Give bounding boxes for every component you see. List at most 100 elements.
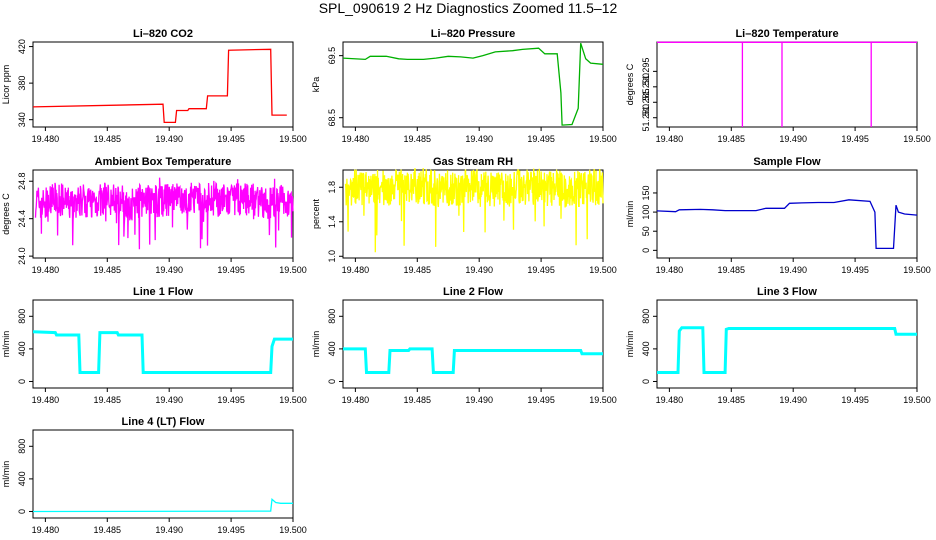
y-tick-label: 0 <box>641 248 651 253</box>
series-line <box>34 177 294 250</box>
plot-frame <box>32 429 294 519</box>
y-axis-label: ml/min <box>625 331 635 358</box>
series-line <box>657 326 917 374</box>
plot-frame <box>342 299 604 389</box>
panel-title: Gas Stream RH <box>433 156 513 168</box>
x-tick-label: 19.495 <box>527 134 555 144</box>
x-tick-label: 19.495 <box>217 395 245 405</box>
panel-title: Line 4 (LT) Flow <box>122 416 205 428</box>
x-tick-label: 19.495 <box>217 265 245 275</box>
x-tick-label: 19.500 <box>589 265 617 275</box>
y-tick-label: 340 <box>17 112 27 127</box>
x-tick-label: 19.480 <box>32 395 60 405</box>
y-tick-label: 400 <box>17 471 27 486</box>
panel-title: Li–820 CO2 <box>133 28 193 40</box>
y-tick-label: 24.8 <box>17 172 27 190</box>
y-tick-label: 400 <box>641 341 651 356</box>
panel-3: Li–820 Temperature degrees C 19.480 19.485 1… <box>625 28 931 144</box>
x-tick-label: 19.480 <box>342 134 370 144</box>
x-tick-label: 19.495 <box>527 395 555 405</box>
y-axis-label: kPa <box>311 77 321 93</box>
series-line <box>657 41 917 127</box>
y-tick-label: 380 <box>17 76 27 91</box>
y-tick-label: 100 <box>641 205 651 220</box>
x-tick-label: 19.485 <box>404 134 432 144</box>
x-tick-label: 19.490 <box>155 525 183 535</box>
y-axis-label: ml/min <box>311 331 321 358</box>
x-tick-label: 19.490 <box>779 395 807 405</box>
x-tick-label: 19.495 <box>841 134 869 144</box>
y-tick-label: 50 <box>641 226 651 236</box>
x-tick-label: 19.485 <box>94 395 122 405</box>
x-tick-label: 19.500 <box>279 525 307 535</box>
series-line <box>342 43 604 126</box>
y-tick-label: 0 <box>327 379 337 384</box>
x-tick-label: 19.495 <box>217 134 245 144</box>
panel-10: Line 4 (LT) Flow ml/min 19.480 19.485 19.490… <box>1 416 307 535</box>
panel-title: Line 3 Flow <box>757 286 817 298</box>
y-tick-label: 1.0 <box>327 250 337 263</box>
x-tick-label: 19.495 <box>217 525 245 535</box>
y-tick-label: 24.0 <box>17 247 27 265</box>
x-tick-label: 19.480 <box>656 395 684 405</box>
y-tick-label: 800 <box>327 309 337 324</box>
y-tick-label: 1.8 <box>327 181 337 194</box>
x-tick-label: 19.485 <box>404 395 432 405</box>
y-tick-label: 69.5 <box>327 47 337 65</box>
y-axis-label: Licor ppm <box>1 65 11 105</box>
x-tick-label: 19.480 <box>32 265 60 275</box>
panel-5: Gas Stream RH percent 19.480 19.485 19.490 19… <box>311 156 617 275</box>
y-tick-label: 51.285 <box>641 89 651 117</box>
panel-4: Ambient Box Temperature degrees C 19.480 19… <box>1 156 307 275</box>
panel-title: Li–820 Pressure <box>431 28 515 40</box>
plot-frame <box>32 41 294 128</box>
x-tick-label: 19.480 <box>342 395 370 405</box>
panel-8: Line 2 Flow ml/min 19.480 19.485 19.490 19.49… <box>311 286 617 405</box>
x-tick-label: 19.490 <box>155 395 183 405</box>
x-tick-label: 19.490 <box>465 265 493 275</box>
x-tick-label: 19.485 <box>718 395 746 405</box>
y-tick-label: 400 <box>327 341 337 356</box>
series-line <box>32 330 293 374</box>
plot-frame <box>656 169 918 259</box>
y-tick-label: 800 <box>641 309 651 324</box>
x-tick-label: 19.480 <box>656 134 684 144</box>
x-tick-label: 19.490 <box>779 134 807 144</box>
panel-2: Li–820 Pressure kPa 19.480 19.485 19.490 19.4… <box>311 28 617 144</box>
y-tick-label: 800 <box>17 309 27 324</box>
x-tick-label: 19.480 <box>32 525 60 535</box>
y-axis-label: degrees C <box>625 63 635 105</box>
plot-frame <box>32 299 294 389</box>
x-tick-label: 19.500 <box>903 134 931 144</box>
panel-title: Li–820 Temperature <box>735 28 838 40</box>
y-tick-label: 420 <box>17 39 27 54</box>
plot-frame <box>342 41 604 128</box>
panel-1: Li–820 CO2 Licor ppm 19.480 19.485 19.490 19.… <box>1 28 307 144</box>
y-tick-label: 400 <box>17 341 27 356</box>
y-axis-label: percent <box>311 198 321 229</box>
x-tick-label: 19.480 <box>656 265 684 275</box>
y-axis-label: ml/min <box>1 461 11 488</box>
plot-frame <box>656 299 918 389</box>
y-axis-label: degrees C <box>1 193 11 235</box>
y-tick-label: 68.5 <box>327 109 337 127</box>
panel-6: Sample Flow ml/min 19.480 19.485 19.490 19.49… <box>625 156 931 275</box>
panel-7: Line 1 Flow ml/min 19.480 19.485 19.490 19.49… <box>1 286 307 405</box>
x-tick-label: 19.485 <box>94 265 122 275</box>
x-tick-label: 19.500 <box>279 134 307 144</box>
x-tick-label: 19.485 <box>404 265 432 275</box>
x-tick-label: 19.490 <box>155 265 183 275</box>
y-axis-label: ml/min <box>1 331 11 358</box>
x-tick-label: 19.500 <box>279 395 307 405</box>
x-tick-label: 19.500 <box>589 134 617 144</box>
x-tick-label: 19.500 <box>903 395 931 405</box>
y-tick-label: 51.295 <box>641 58 651 86</box>
x-tick-label: 19.495 <box>841 395 869 405</box>
y-tick-label: 800 <box>17 439 27 454</box>
y-axis-label: ml/min <box>625 201 635 228</box>
y-tick-label: 1.4 <box>327 216 337 229</box>
y-tick-label: 51.290 <box>641 73 651 101</box>
panel-title: Line 1 Flow <box>133 286 193 298</box>
x-tick-label: 19.480 <box>32 134 60 144</box>
